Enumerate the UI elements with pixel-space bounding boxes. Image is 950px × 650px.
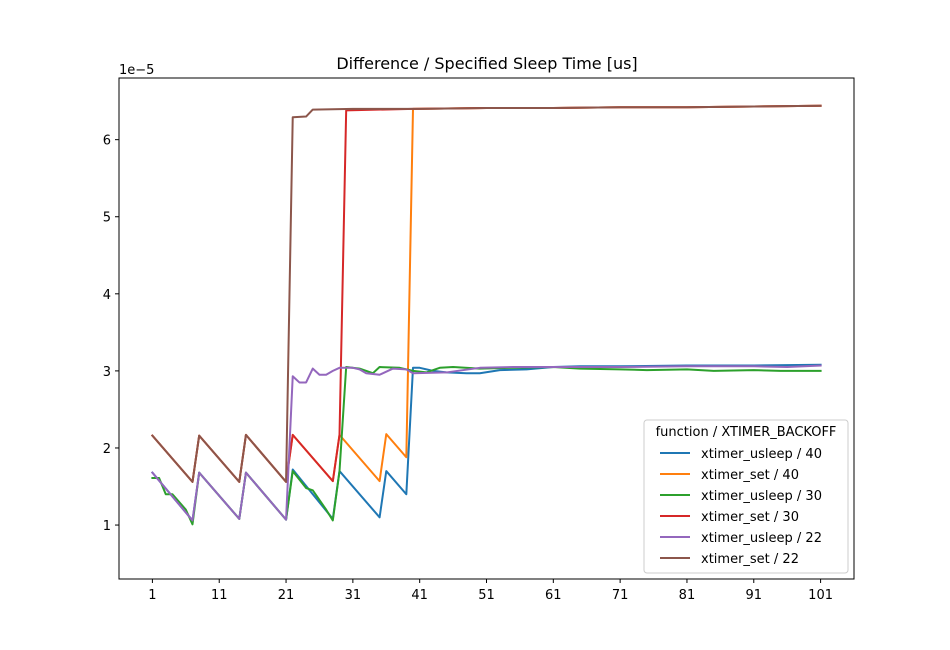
y-tick-label: 5: [103, 211, 111, 226]
x-tick-label: 101: [808, 588, 833, 603]
x-tick-label: 41: [411, 588, 428, 603]
x-axis: 1 11 21 31 41 51 61 71 81 91 101: [148, 579, 833, 603]
legend-items: xtimer_usleep / 40 xtimer_set / 40 xtimer_…: [660, 447, 822, 567]
plot-area: [150, 104, 822, 526]
legend-title: function / XTIMER_BACKOFF: [656, 425, 837, 440]
x-tick-label: 61: [545, 588, 562, 603]
legend-entry: xtimer_usleep / 22: [701, 531, 822, 546]
legend-entry: xtimer_usleep / 40: [701, 447, 822, 462]
x-tick-label: 1: [148, 588, 156, 603]
x-tick-label: 81: [679, 588, 696, 603]
x-tick-label: 91: [745, 588, 762, 603]
legend-entry: xtimer_set / 30: [701, 510, 799, 525]
y-axis: 1 2 3 4 5 6: [103, 134, 119, 534]
y-tick-label: 4: [103, 288, 111, 303]
x-tick-label: 31: [345, 588, 362, 603]
y-tick-label: 6: [103, 134, 111, 149]
x-tick-label: 21: [278, 588, 295, 603]
x-tick-label: 71: [612, 588, 629, 603]
y-axis-offset-label: 1e−5: [119, 63, 154, 78]
chart-title: Difference / Specified Sleep Time [us]: [336, 54, 637, 73]
x-tick-label: 11: [211, 588, 228, 603]
legend-entry: xtimer_set / 40: [701, 468, 799, 483]
y-tick-label: 2: [103, 442, 111, 457]
x-tick-label: 51: [478, 588, 495, 603]
legend-entry: xtimer_usleep / 30: [701, 489, 822, 504]
legend-box: [643, 419, 849, 574]
series-line-5: [150, 104, 822, 483]
legend-entry: xtimer_set / 22: [701, 552, 799, 567]
legend: function / XTIMER_BACKOFF xtimer_usleep …: [643, 419, 849, 574]
series-line-4: [151, 364, 822, 522]
y-tick-label: 3: [103, 365, 111, 380]
axes-frame: [118, 77, 855, 580]
y-tick-label: 1: [103, 519, 111, 534]
